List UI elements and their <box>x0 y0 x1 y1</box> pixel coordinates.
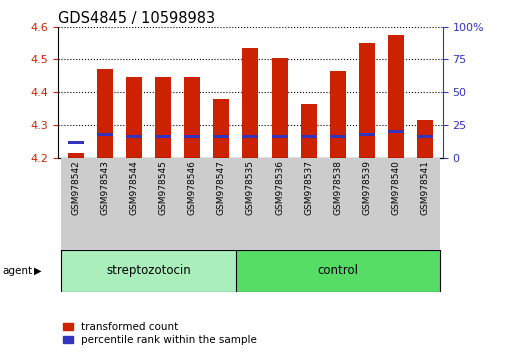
Bar <box>119 158 148 250</box>
Bar <box>235 250 439 292</box>
Text: GSM978547: GSM978547 <box>217 160 225 215</box>
Bar <box>207 158 235 250</box>
Text: GSM978540: GSM978540 <box>391 160 400 215</box>
Text: GSM978542: GSM978542 <box>71 160 80 215</box>
Bar <box>242 135 258 138</box>
Bar <box>68 153 83 158</box>
Bar <box>68 141 83 144</box>
Bar <box>300 135 316 138</box>
Bar <box>271 58 287 158</box>
Bar <box>329 71 345 158</box>
Text: control: control <box>317 264 358 277</box>
Bar <box>148 158 177 250</box>
Text: GSM978545: GSM978545 <box>158 160 167 215</box>
Text: GSM978535: GSM978535 <box>245 160 255 215</box>
Text: GSM978546: GSM978546 <box>187 160 196 215</box>
Text: GSM978537: GSM978537 <box>304 160 313 215</box>
Bar <box>96 69 113 158</box>
Bar <box>352 158 381 250</box>
Bar <box>417 120 432 158</box>
Legend: transformed count, percentile rank within the sample: transformed count, percentile rank withi… <box>63 322 257 345</box>
Bar <box>323 158 352 250</box>
Bar <box>242 48 258 158</box>
Bar <box>213 135 229 138</box>
Text: streptozotocin: streptozotocin <box>106 264 190 277</box>
Text: GDS4845 / 10598983: GDS4845 / 10598983 <box>58 11 215 25</box>
Bar <box>184 135 200 138</box>
Bar <box>410 158 439 250</box>
Bar <box>358 133 374 136</box>
Text: GSM978536: GSM978536 <box>275 160 283 215</box>
Bar <box>265 158 293 250</box>
Bar <box>155 135 171 138</box>
Bar <box>300 103 316 158</box>
Text: GSM978543: GSM978543 <box>100 160 109 215</box>
Bar <box>126 77 142 158</box>
Text: GSM978538: GSM978538 <box>333 160 342 215</box>
Bar <box>381 158 410 250</box>
Text: agent: agent <box>3 266 33 276</box>
Bar <box>271 135 287 138</box>
Bar <box>90 158 119 250</box>
Bar <box>61 158 90 250</box>
Bar <box>155 77 171 158</box>
Bar <box>184 77 200 158</box>
Bar <box>387 130 403 133</box>
Bar <box>387 35 403 158</box>
Bar <box>329 135 345 138</box>
Bar <box>358 43 374 158</box>
Bar <box>213 98 229 158</box>
Bar <box>177 158 207 250</box>
Bar <box>417 135 432 138</box>
Bar <box>61 250 235 292</box>
Bar <box>126 135 142 138</box>
Text: GSM978544: GSM978544 <box>129 160 138 215</box>
Bar <box>96 133 113 136</box>
Text: GSM978539: GSM978539 <box>362 160 371 215</box>
Bar <box>235 158 265 250</box>
Bar <box>293 158 323 250</box>
Text: ▶: ▶ <box>34 266 42 276</box>
Text: GSM978541: GSM978541 <box>420 160 429 215</box>
